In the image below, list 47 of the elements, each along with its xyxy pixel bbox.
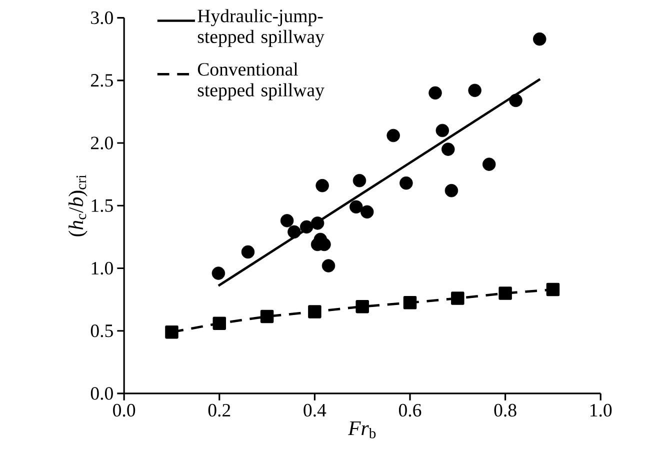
point xyxy=(509,94,522,108)
y-tick-label: 0.5 xyxy=(90,324,113,338)
legend-label: Hydraulic-jump-stepped spillway xyxy=(198,9,324,48)
point xyxy=(350,200,363,214)
point xyxy=(288,225,301,239)
point xyxy=(386,129,400,142)
point xyxy=(532,32,546,46)
point xyxy=(498,286,512,300)
x-tick-label: 0.6 xyxy=(398,404,422,417)
point xyxy=(316,179,329,192)
point xyxy=(241,245,255,259)
point xyxy=(212,316,226,330)
point xyxy=(436,124,450,138)
point xyxy=(300,220,314,234)
point xyxy=(310,216,324,230)
point xyxy=(352,174,366,188)
point xyxy=(403,296,417,310)
y-tick-label: 3.0 xyxy=(91,12,113,24)
point xyxy=(451,292,464,306)
point xyxy=(360,205,374,219)
point xyxy=(356,300,369,314)
y-axis-title: (h$_{c}$/b)$_{cri}$ xyxy=(68,174,88,236)
y-tick-label: 2.5 xyxy=(91,74,113,87)
point xyxy=(468,84,482,98)
x-tick-label: 0.4 xyxy=(304,404,326,417)
point xyxy=(212,266,226,280)
x-tick-label: 0.2 xyxy=(208,404,230,417)
point xyxy=(428,86,442,100)
point xyxy=(444,184,458,198)
y-tick-label: 1.0 xyxy=(92,262,113,275)
x-tick-label: 0.8 xyxy=(494,404,516,417)
point xyxy=(280,214,294,228)
y-tick-label: 2.0 xyxy=(91,136,113,150)
point xyxy=(400,176,413,190)
x-tick-label: 1.0 xyxy=(590,404,612,417)
y-tick-label: 0.0 xyxy=(90,387,113,400)
point xyxy=(165,326,178,339)
y-tick-label: 1.5 xyxy=(92,199,113,212)
point xyxy=(322,259,336,272)
point xyxy=(482,158,496,172)
legend-label: Conventional stepped spillway xyxy=(198,62,324,100)
point xyxy=(308,305,322,318)
point xyxy=(546,283,560,296)
x-tick-label: 0.0 xyxy=(113,404,136,417)
point xyxy=(260,310,274,324)
point xyxy=(441,142,455,156)
x-axis-title: Fr$_{b}$ xyxy=(348,422,376,438)
